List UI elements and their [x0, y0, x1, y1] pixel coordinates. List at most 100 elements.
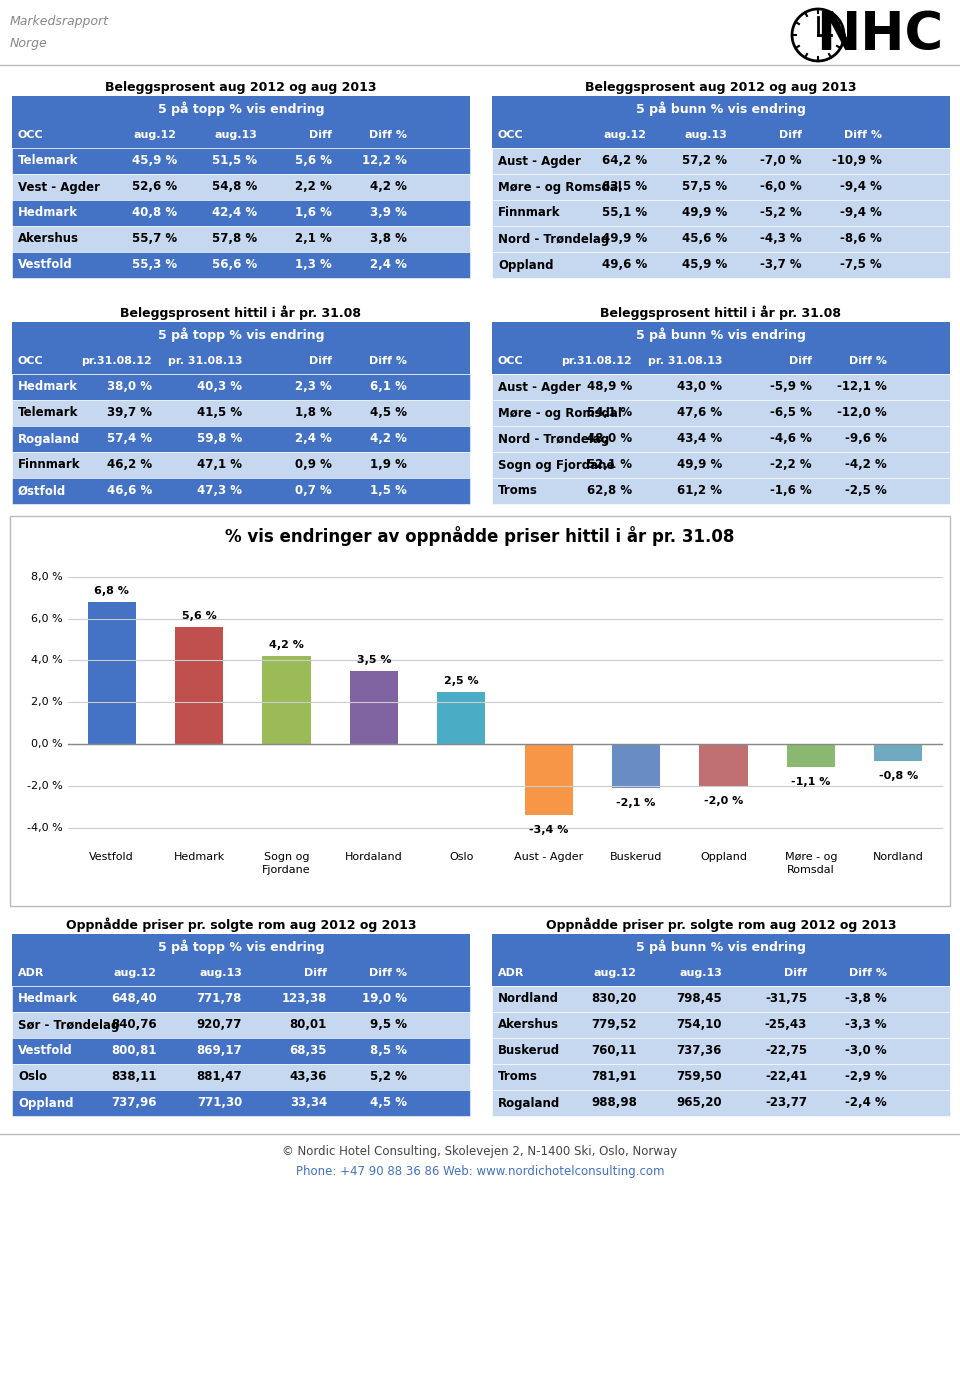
Text: ADR: ADR: [498, 967, 524, 979]
Text: -9,4 %: -9,4 %: [840, 206, 882, 220]
Bar: [492, 374, 950, 400]
Text: -2,2 %: -2,2 %: [770, 459, 812, 472]
Bar: [492, 97, 950, 122]
Text: 45,9 %: 45,9 %: [682, 259, 727, 272]
Text: 1,6 %: 1,6 %: [295, 206, 332, 220]
Text: 2,3 %: 2,3 %: [296, 381, 332, 393]
Bar: [262, 657, 310, 743]
Text: Hedmark: Hedmark: [18, 381, 78, 393]
Bar: [12, 477, 470, 504]
Text: 61,2 %: 61,2 %: [677, 484, 722, 497]
Text: 1,3 %: 1,3 %: [296, 259, 332, 272]
Text: -9,6 %: -9,6 %: [845, 433, 887, 445]
Bar: [492, 1064, 950, 1091]
Text: -3,0 %: -3,0 %: [846, 1044, 887, 1057]
Text: Oppland: Oppland: [498, 259, 554, 272]
Text: Buskerud: Buskerud: [610, 853, 662, 862]
Text: Finnmark: Finnmark: [498, 206, 561, 220]
Text: -31,75: -31,75: [765, 993, 807, 1005]
Text: 47,3 %: 47,3 %: [197, 484, 242, 497]
Text: OCC: OCC: [498, 130, 523, 140]
Bar: [492, 426, 950, 452]
Text: 5,2 %: 5,2 %: [371, 1071, 407, 1084]
Bar: [492, 986, 950, 1012]
Text: 2,4 %: 2,4 %: [371, 259, 407, 272]
Text: -3,3 %: -3,3 %: [846, 1019, 887, 1032]
Bar: [12, 148, 470, 174]
Text: 48,9 %: 48,9 %: [587, 381, 632, 393]
Text: 5 på bunn % vis endring: 5 på bunn % vis endring: [636, 939, 806, 955]
Text: 830,20: 830,20: [591, 993, 637, 1005]
Text: Phone: +47 90 88 36 86 Web: www.nordichotelconsulting.com: Phone: +47 90 88 36 86 Web: www.nordicho…: [296, 1165, 664, 1179]
Text: 0,9 %: 0,9 %: [295, 459, 332, 472]
Text: Troms: Troms: [498, 484, 538, 497]
Text: 2,5 %: 2,5 %: [444, 676, 479, 686]
Bar: [525, 743, 573, 815]
Bar: [492, 960, 950, 986]
Text: aug.13: aug.13: [684, 130, 727, 140]
Text: -3,7 %: -3,7 %: [760, 259, 802, 272]
Text: Nordland: Nordland: [873, 853, 924, 862]
Text: -5,2 %: -5,2 %: [760, 206, 802, 220]
Text: 49,9 %: 49,9 %: [677, 459, 722, 472]
Text: 3,8 %: 3,8 %: [371, 232, 407, 245]
Text: 800,81: 800,81: [111, 1044, 157, 1057]
Text: 771,78: 771,78: [197, 993, 242, 1005]
Text: Diff %: Diff %: [369, 356, 407, 365]
Text: Markedsrapport: Markedsrapport: [10, 15, 109, 28]
Text: 43,0 %: 43,0 %: [677, 381, 722, 393]
Text: -3,4 %: -3,4 %: [529, 825, 568, 834]
Text: 6,0 %: 6,0 %: [32, 613, 63, 623]
Text: Aust - Agder: Aust - Agder: [514, 853, 584, 862]
Text: OCC: OCC: [18, 130, 43, 140]
Bar: [12, 400, 470, 426]
Text: 68,35: 68,35: [290, 1044, 327, 1057]
Bar: [87, 602, 135, 743]
Text: Oppnådde priser pr. solgte rom aug 2012 og 2013: Oppnådde priser pr. solgte rom aug 2012 …: [65, 918, 417, 932]
Text: 3,5 %: 3,5 %: [357, 655, 391, 665]
Text: Vestfold: Vestfold: [18, 1044, 73, 1057]
Text: Rogaland: Rogaland: [498, 1096, 561, 1109]
Bar: [492, 200, 950, 225]
Bar: [349, 671, 398, 743]
Text: 48,0 %: 48,0 %: [587, 433, 632, 445]
Text: 5 på topp % vis endring: 5 på topp % vis endring: [157, 102, 324, 116]
Text: 54,8 %: 54,8 %: [212, 181, 257, 193]
Bar: [12, 322, 470, 349]
Text: 869,17: 869,17: [197, 1044, 242, 1057]
Bar: [492, 252, 950, 279]
Text: Beleggsprosent hittil i år pr. 31.08: Beleggsprosent hittil i år pr. 31.08: [121, 305, 362, 321]
Text: Telemark: Telemark: [18, 154, 79, 168]
Bar: [12, 426, 470, 452]
Text: 12,2 %: 12,2 %: [362, 154, 407, 168]
Bar: [492, 148, 950, 174]
Text: 4,2 %: 4,2 %: [371, 181, 407, 193]
Text: Romsdal: Romsdal: [787, 865, 835, 875]
Text: 8,5 %: 8,5 %: [370, 1044, 407, 1057]
Text: 56,6 %: 56,6 %: [212, 259, 257, 272]
Text: 760,11: 760,11: [591, 1044, 637, 1057]
Text: -7,0 %: -7,0 %: [760, 154, 802, 168]
Text: Diff: Diff: [789, 356, 812, 365]
Bar: [700, 743, 748, 785]
Text: 5 på bunn % vis endring: 5 på bunn % vis endring: [636, 102, 806, 116]
Text: 55,7 %: 55,7 %: [132, 232, 177, 245]
Text: Hedmark: Hedmark: [18, 206, 78, 220]
Text: -4,6 %: -4,6 %: [770, 433, 812, 445]
Text: -2,4 %: -2,4 %: [845, 1096, 887, 1109]
Bar: [12, 1064, 470, 1091]
Text: -2,0 %: -2,0 %: [704, 795, 743, 806]
Text: 63,5 %: 63,5 %: [602, 181, 647, 193]
Bar: [492, 1012, 950, 1037]
Text: 754,10: 754,10: [677, 1019, 722, 1032]
Text: -1,6 %: -1,6 %: [770, 484, 812, 497]
Text: Nordland: Nordland: [498, 993, 559, 1005]
Text: 2,4 %: 2,4 %: [295, 433, 332, 445]
Text: Diff %: Diff %: [369, 130, 407, 140]
Text: 64,2 %: 64,2 %: [602, 154, 647, 168]
Bar: [612, 743, 660, 788]
Text: 49,6 %: 49,6 %: [602, 259, 647, 272]
Text: 2,0 %: 2,0 %: [32, 697, 63, 707]
Text: Østfold: Østfold: [18, 484, 66, 497]
Text: Oppnådde priser pr. solgte rom aug 2012 og 2013: Oppnådde priser pr. solgte rom aug 2012 …: [545, 918, 897, 932]
